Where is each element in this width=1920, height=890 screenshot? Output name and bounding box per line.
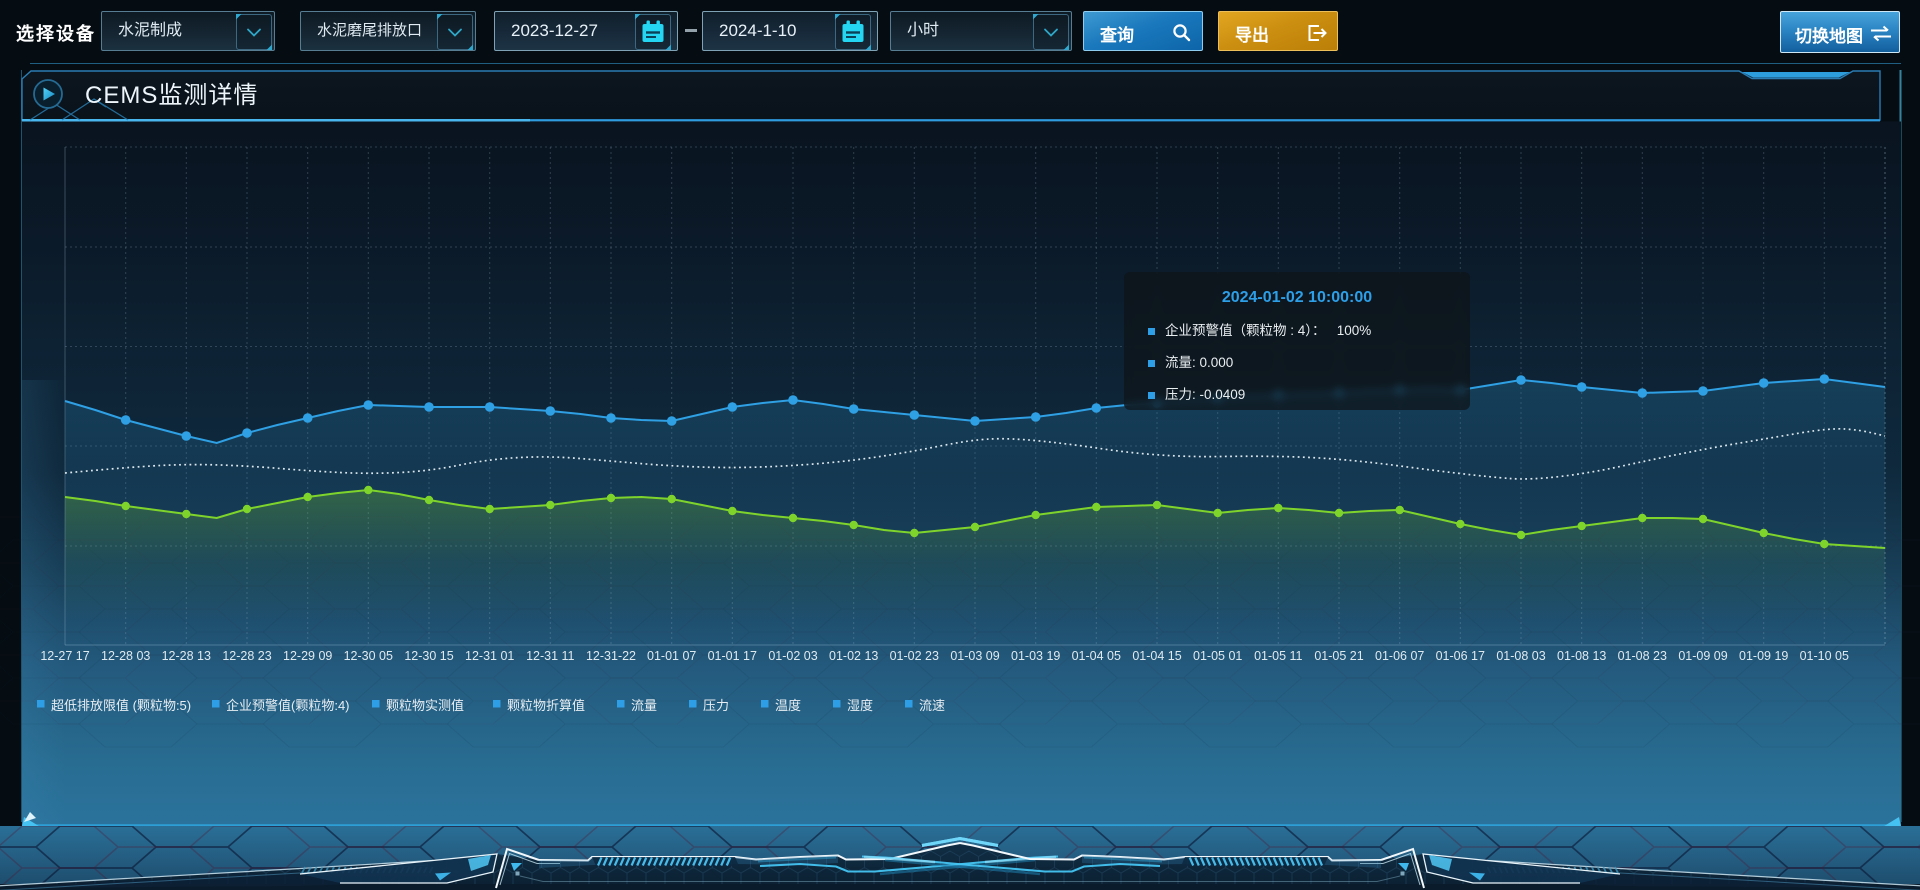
svg-text:01-05 21: 01-05 21 (1314, 649, 1363, 663)
svg-text:01-09 09: 01-09 09 (1678, 649, 1727, 663)
svg-text:12-28 13: 12-28 13 (162, 649, 211, 663)
svg-text:颗粒物折算值: 颗粒物折算值 (507, 698, 585, 713)
svg-text:温度: 温度 (775, 698, 801, 713)
svg-text:12-28 03: 12-28 03 (101, 649, 150, 663)
svg-text:01-08 13: 01-08 13 (1557, 649, 1606, 663)
svg-text:01-08 03: 01-08 03 (1496, 649, 1545, 663)
svg-text:流量: 流量 (631, 698, 657, 713)
svg-text:01-06 17: 01-06 17 (1436, 649, 1485, 663)
svg-text:12-29 09: 12-29 09 (283, 649, 332, 663)
svg-text:01-05 11: 01-05 11 (1254, 649, 1302, 663)
svg-text:流速: 流速 (919, 698, 945, 713)
svg-text:12-28 23: 12-28 23 (222, 649, 271, 663)
svg-text:01-01 07: 01-01 07 (647, 649, 696, 663)
svg-text:01-08 23: 01-08 23 (1618, 649, 1667, 663)
svg-text:01-03 09: 01-03 09 (950, 649, 999, 663)
svg-text:01-10 05: 01-10 05 (1800, 649, 1849, 663)
svg-text:01-04 05: 01-04 05 (1072, 649, 1121, 663)
svg-text:01-06 07: 01-06 07 (1375, 649, 1424, 663)
svg-text:01-02 03: 01-02 03 (768, 649, 817, 663)
svg-text:01-09 19: 01-09 19 (1739, 649, 1788, 663)
svg-text:压力: 压力 (703, 698, 729, 713)
svg-text:12-31 01: 12-31 01 (465, 649, 514, 663)
svg-text:12-30 15: 12-30 15 (404, 649, 453, 663)
svg-text:企业预警值(颗粒物:4): 企业预警值(颗粒物:4) (226, 698, 350, 713)
svg-text:12-31-22: 12-31-22 (586, 649, 636, 663)
svg-text:12-30 05: 12-30 05 (344, 649, 393, 663)
svg-text:01-01 17: 01-01 17 (708, 649, 757, 663)
svg-text:01-03 19: 01-03 19 (1011, 649, 1060, 663)
svg-text:湿度: 湿度 (847, 698, 873, 713)
svg-text:01-02 13: 01-02 13 (829, 649, 878, 663)
svg-text:01-05 01: 01-05 01 (1193, 649, 1242, 663)
svg-text:01-02 23: 01-02 23 (890, 649, 939, 663)
svg-text:12-27 17: 12-27 17 (40, 649, 89, 663)
svg-text:01-04 15: 01-04 15 (1132, 649, 1181, 663)
svg-text:超低排放限值 (颗粒物:5): 超低排放限值 (颗粒物:5) (51, 698, 191, 713)
svg-text:12-31 11: 12-31 11 (526, 649, 574, 663)
svg-text:颗粒物实测值: 颗粒物实测值 (386, 698, 464, 713)
svg-text:CEMS监测详情: CEMS监测详情 (85, 82, 258, 109)
